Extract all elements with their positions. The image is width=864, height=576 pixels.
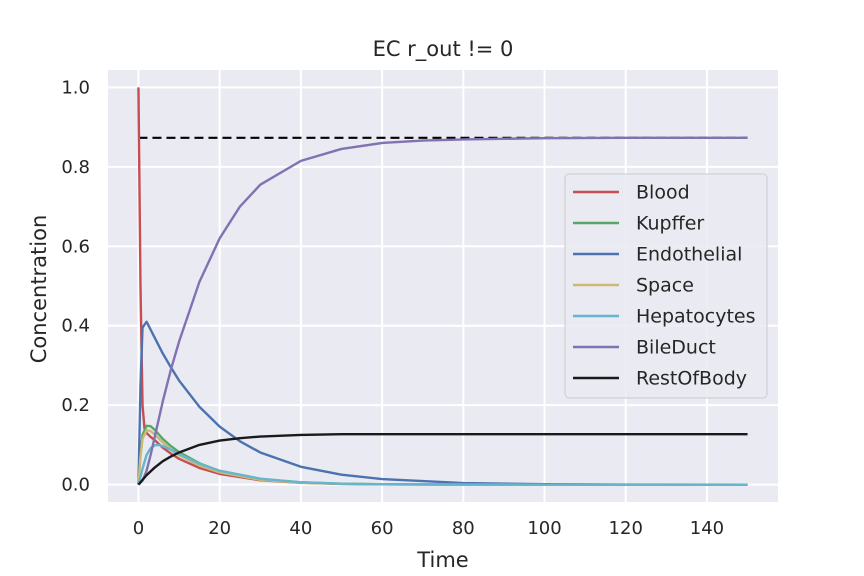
y-axis-label: Concentration bbox=[27, 215, 51, 364]
legend-label-restofbody: RestOfBody bbox=[636, 368, 747, 390]
y-tick-label: 0.0 bbox=[61, 475, 90, 496]
series-line-endothelial bbox=[137, 320, 748, 486]
legend-label-blood: Blood bbox=[636, 182, 690, 204]
series-line-restofbody bbox=[137, 432, 748, 486]
y-ticks: 0.0 0.2 0.4 0.6 0.8 1.0 bbox=[61, 77, 90, 495]
x-tick-label: 120 bbox=[609, 518, 643, 539]
series-layer bbox=[137, 87, 748, 486]
series-line-hepatocytes bbox=[137, 443, 748, 486]
series-line-bileduct bbox=[137, 136, 748, 486]
x-tick-label: 80 bbox=[452, 518, 475, 539]
x-tick-label: 40 bbox=[289, 518, 312, 539]
y-tick-label: 1.0 bbox=[61, 77, 90, 98]
legend-label-hepatocytes: Hepatocytes bbox=[636, 306, 755, 328]
chart-title: EC r_out != 0 bbox=[373, 37, 514, 62]
y-tick-label: 0.8 bbox=[61, 157, 90, 178]
x-ticks: 0 20 40 60 80 100 120 140 bbox=[133, 518, 724, 539]
legend-label-endothelial: Endothelial bbox=[636, 244, 742, 266]
x-tick-label: 0 bbox=[133, 518, 144, 539]
legend-label-kupffer: Kupffer bbox=[636, 213, 704, 235]
x-axis-label: Time bbox=[416, 548, 468, 572]
x-tick-label: 100 bbox=[527, 518, 561, 539]
y-tick-label: 0.4 bbox=[61, 316, 90, 337]
legend-box bbox=[564, 173, 768, 399]
legend-label-bileduct: BileDuct bbox=[636, 337, 716, 359]
y-tick-label: 0.2 bbox=[61, 395, 90, 416]
y-tick-label: 0.6 bbox=[61, 236, 90, 257]
legend-label-space: Space bbox=[636, 275, 694, 297]
x-tick-label: 60 bbox=[371, 518, 394, 539]
x-tick-label: 20 bbox=[208, 518, 231, 539]
x-tick-label: 140 bbox=[690, 518, 724, 539]
legend: Blood Kupffer Endothelial Space Hepatocytes B… bbox=[564, 173, 768, 399]
